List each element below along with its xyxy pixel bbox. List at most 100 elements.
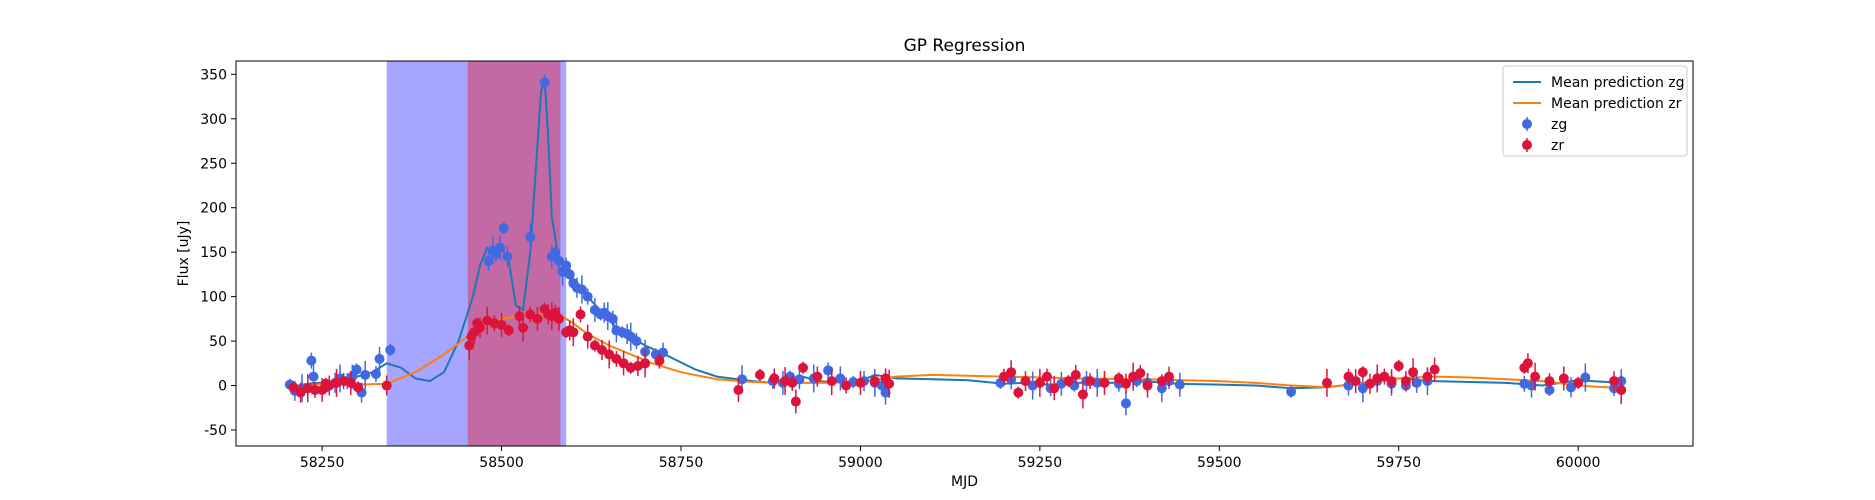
x-tick-label: 58500 [479, 455, 524, 471]
zg-point [539, 77, 550, 88]
zr-point [1522, 358, 1533, 369]
zr-points [288, 302, 1627, 414]
zr-point [514, 311, 525, 322]
y-tick-label: 0 [218, 379, 227, 395]
zr-point [1142, 380, 1153, 391]
zr-point [1164, 371, 1175, 382]
zr-point [1609, 376, 1620, 387]
zr-point [1357, 367, 1368, 378]
zg-point [495, 242, 506, 253]
zr-point [1429, 364, 1440, 375]
zr-point [1350, 376, 1361, 387]
x-tick-label: 59750 [1376, 455, 1421, 471]
legend-swatch-zr-marker [1522, 140, 1532, 150]
legend-label: zg [1551, 117, 1567, 133]
zr-point [575, 309, 586, 320]
zr-point [1077, 389, 1088, 400]
zr-point [1321, 377, 1332, 388]
zg-point [1174, 379, 1185, 390]
zr-point [1386, 376, 1397, 387]
zg-point [607, 313, 618, 324]
zr-point [381, 380, 392, 391]
zr-point [553, 313, 564, 324]
zr-point [798, 362, 809, 373]
zr-point [790, 396, 801, 407]
y-axis-label: Flux [uJy] [176, 221, 192, 287]
chart-title: GP Regression [904, 36, 1026, 56]
zr-point [589, 340, 600, 351]
zg-point [385, 344, 396, 355]
y-tick-label: 200 [200, 201, 227, 217]
zr-point [1393, 360, 1404, 371]
zr-point [733, 384, 744, 395]
zr-point [654, 355, 665, 366]
zr-point [1573, 377, 1584, 388]
zg-point [823, 365, 834, 376]
legend-box [1502, 65, 1688, 157]
y-tick-label: 250 [200, 156, 227, 172]
zg-point [550, 247, 561, 258]
zg-point [880, 387, 891, 398]
zg-point [1286, 386, 1297, 397]
zr-point [353, 382, 364, 393]
y-axis-ticks: -50 0 50 100 150 200 250 300 350 [200, 67, 236, 439]
zg-point [737, 374, 748, 385]
y-tick-label: 300 [200, 112, 227, 128]
zg-point [525, 232, 536, 243]
zg-point [1411, 377, 1422, 388]
zr-point [295, 387, 306, 398]
zr-point [1135, 368, 1146, 379]
zr-point [1049, 383, 1060, 394]
legend: Mean prediction zg Mean prediction zr zg zr [1502, 65, 1688, 157]
zr-point [855, 377, 866, 388]
zr-point [309, 384, 320, 395]
x-tick-label: 59250 [1018, 455, 1063, 471]
zr-point [503, 325, 514, 336]
x-tick-label: 59000 [838, 455, 883, 471]
y-tick-label: 150 [200, 245, 227, 261]
zg-point [1565, 382, 1576, 393]
zr-point [1422, 371, 1433, 382]
zr-point [1113, 373, 1124, 384]
zr-point [1400, 376, 1411, 387]
zr-point [769, 373, 780, 384]
zg-point [370, 368, 381, 379]
y-tick-label: 350 [200, 67, 227, 83]
zg-point [576, 284, 587, 295]
zr-point [1020, 376, 1031, 387]
zr-point [1379, 371, 1390, 382]
line-zg [289, 78, 1622, 390]
y-tick-label: 100 [200, 290, 227, 306]
y-tick-label: -50 [204, 423, 227, 439]
plot-frame [235, 60, 1694, 447]
zr-point [998, 371, 1009, 382]
shaded-regions [386, 61, 567, 446]
shaded-region-2 [467, 61, 561, 446]
zg-point [631, 336, 642, 347]
zr-point [869, 376, 880, 387]
legend-swatch-zg-marker [1522, 119, 1532, 129]
zg-point [1526, 380, 1537, 391]
x-tick-label: 58750 [659, 455, 704, 471]
zr-point [1063, 376, 1074, 387]
zg-point [1357, 383, 1368, 394]
zr-point [884, 378, 895, 389]
zr-point [464, 340, 475, 351]
x-tick-label: 58250 [300, 455, 345, 471]
zg-point [553, 256, 564, 267]
zg-point [1580, 372, 1591, 383]
x-tick-label: 59500 [1197, 455, 1242, 471]
zr-point [1034, 377, 1045, 388]
zr-point [1365, 378, 1376, 389]
x-axis-label: MJD [951, 474, 978, 490]
legend-label: Mean prediction zr [1551, 96, 1682, 112]
zr-point [812, 371, 823, 382]
zr-point [640, 358, 651, 369]
zr-point [525, 309, 536, 320]
zg-point [360, 369, 371, 380]
zr-point [582, 331, 593, 342]
zr-point [1085, 376, 1096, 387]
zr-point [754, 369, 765, 380]
